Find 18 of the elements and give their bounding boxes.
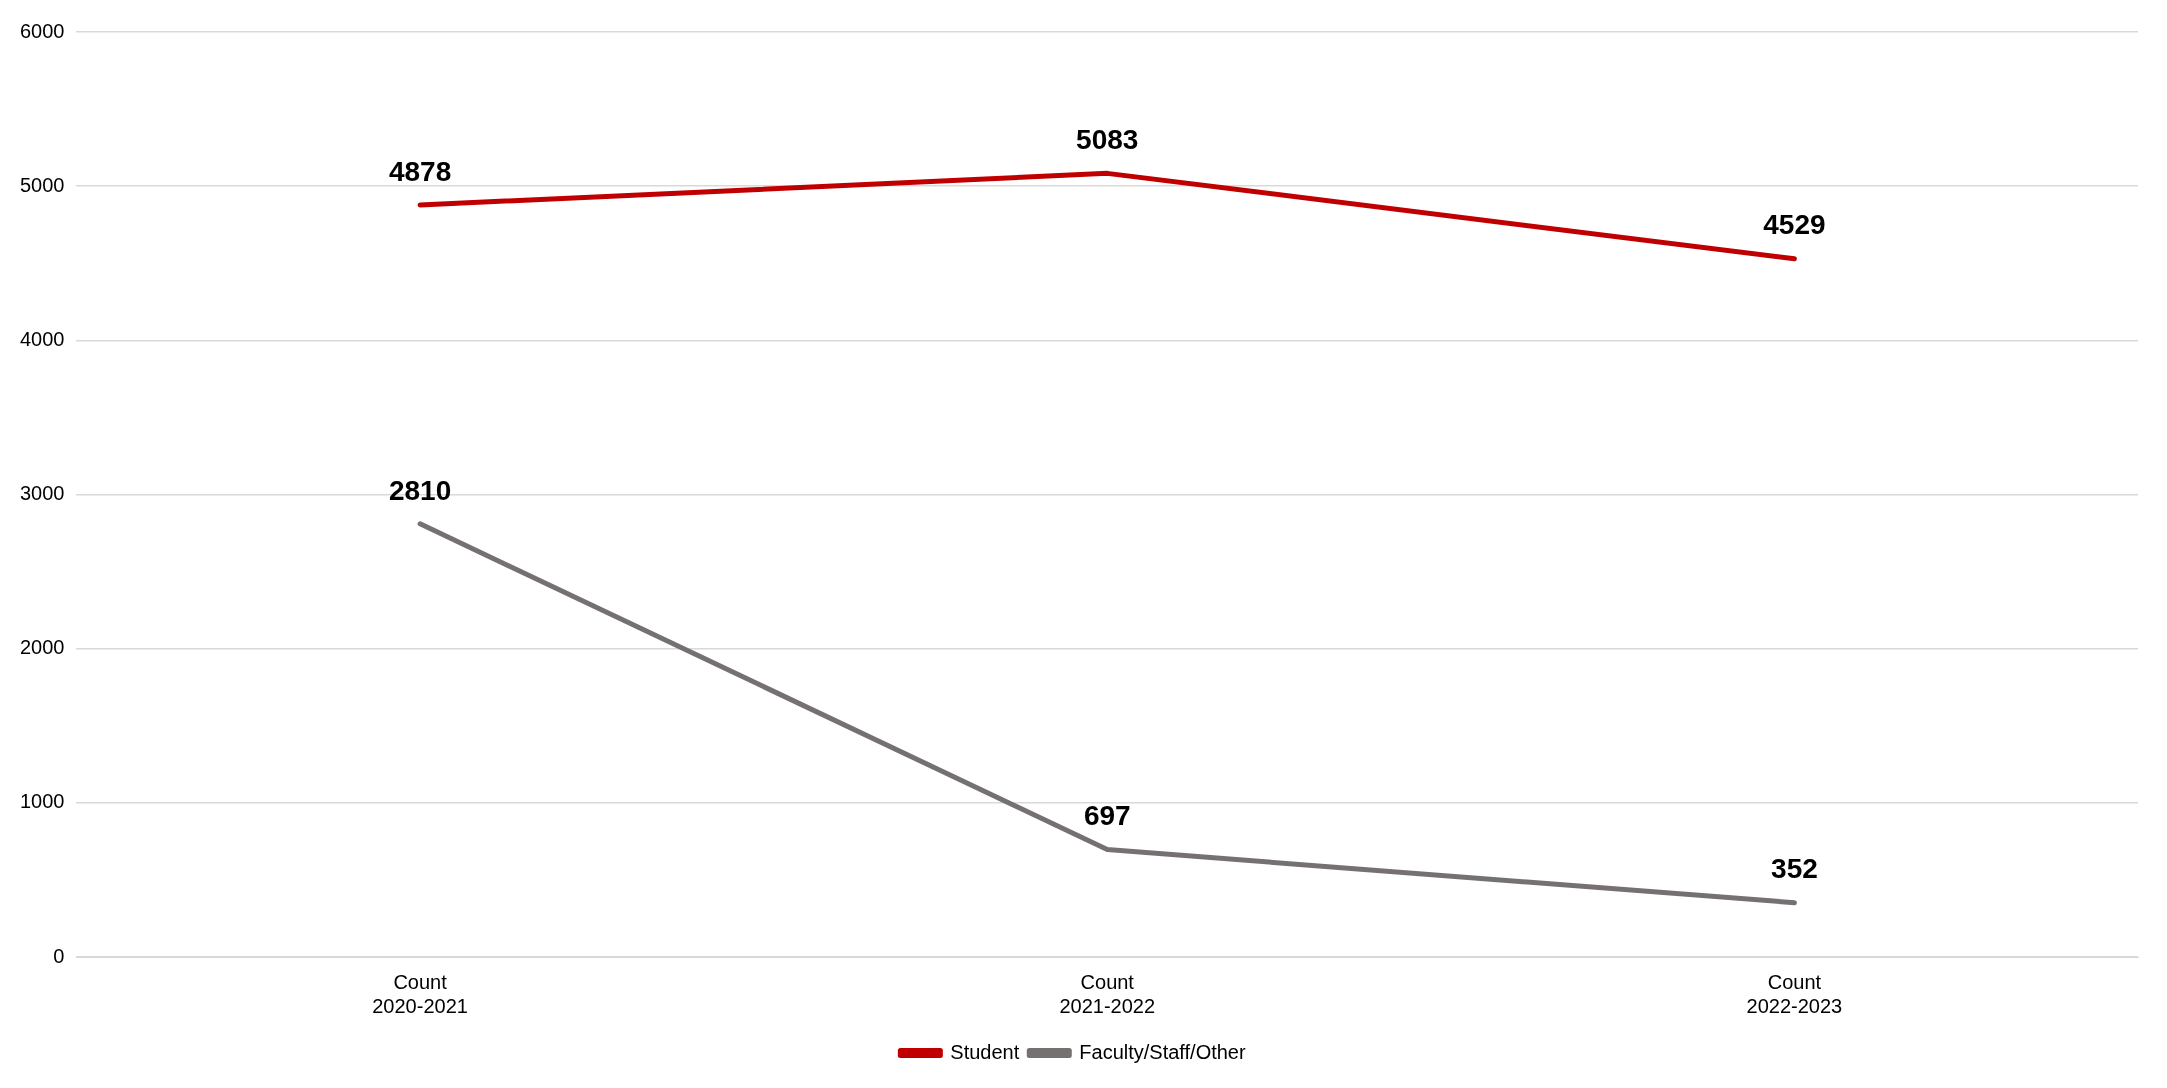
y-tick-label: 6000 [19, 19, 65, 42]
data-label: 4529 [1763, 209, 1826, 241]
y-tick-label: 4000 [19, 327, 65, 350]
legend-label: Student [950, 1040, 1020, 1063]
y-tick-label: 1000 [19, 790, 65, 813]
data-label: 4878 [388, 155, 452, 187]
data-label: 2810 [388, 474, 452, 506]
x-tick-label: Count 2021-2022 [1059, 970, 1156, 1017]
data-label: 352 [1771, 853, 1818, 885]
x-tick-label: Count 2020-2021 [372, 970, 468, 1017]
y-tick-label: 2000 [19, 636, 65, 659]
data-label: 5083 [1076, 124, 1139, 156]
data-label: 697 [1083, 800, 1131, 832]
y-tick-label: 0 [53, 944, 65, 967]
y-tick-label: 5000 [19, 173, 65, 196]
legend-label: Faculty/Staff/Other [1079, 1040, 1246, 1063]
x-tick-label: Count 2022-2023 [1746, 970, 1843, 1017]
y-tick-label: 3000 [19, 482, 65, 505]
